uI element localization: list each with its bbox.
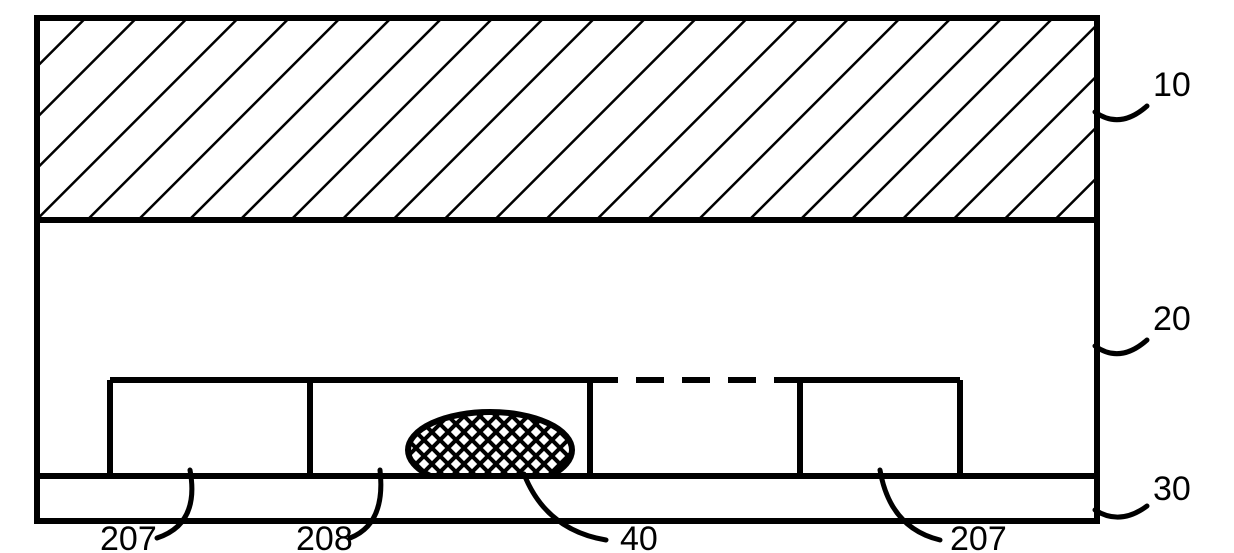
leader-line <box>1095 106 1147 120</box>
leader-line <box>524 474 606 540</box>
leader-line <box>1095 506 1147 517</box>
label-40: 40 <box>620 520 658 553</box>
layer-10 <box>37 18 1097 220</box>
leader-line <box>880 470 940 540</box>
label-207: 207 <box>950 520 1007 553</box>
box_207_left <box>110 380 310 476</box>
label-20: 20 <box>1153 300 1191 338</box>
label-207: 207 <box>100 520 157 553</box>
leader-line <box>1095 340 1147 354</box>
leader-line <box>157 470 192 538</box>
box_dashed <box>590 380 800 476</box>
box_207_right <box>800 380 960 476</box>
label-10: 10 <box>1153 66 1191 104</box>
label-208: 208 <box>296 520 353 553</box>
leader-line <box>350 470 381 538</box>
label-30: 30 <box>1153 470 1191 508</box>
